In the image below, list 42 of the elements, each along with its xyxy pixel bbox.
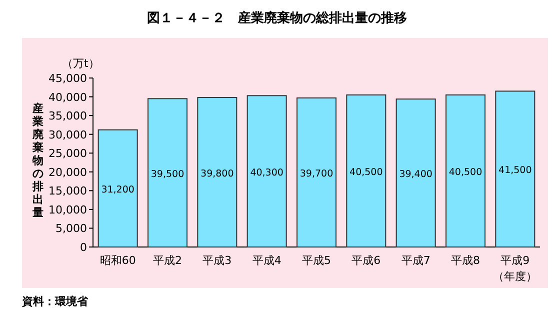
x-tick-label: 平成3 — [202, 254, 232, 267]
text: （万t） — [62, 57, 100, 70]
y-tick-label: 45,000 — [48, 72, 87, 85]
bar — [197, 97, 238, 248]
data-label: 39,700 — [300, 168, 334, 180]
x-tick-label: 平成2 — [153, 254, 182, 267]
text: 資料：環境省 — [21, 295, 89, 308]
x-tick-label: 平成4 — [252, 254, 282, 267]
y-tick-label: 0 — [80, 241, 87, 254]
x-tick-label: 昭和60 — [100, 254, 136, 267]
bar — [246, 95, 287, 248]
bar — [495, 90, 536, 248]
y-tick-label: 30,000 — [48, 128, 87, 142]
data-label: 40,500 — [448, 166, 482, 178]
x-tick-label: 平成5 — [302, 254, 331, 267]
bar — [446, 94, 486, 248]
bar — [148, 98, 188, 248]
data-label: 40,500 — [350, 166, 383, 178]
bar — [346, 94, 386, 248]
y-tick-label: 20,000 — [48, 166, 87, 179]
data-label: 39,800 — [200, 168, 234, 180]
y-tick-label: 10,000 — [48, 203, 87, 216]
x-tick-label: 平成7 — [401, 254, 430, 267]
bar — [396, 98, 436, 248]
x-axis-title: （年度） — [493, 270, 538, 283]
text: 産業廃棄物の排出量 — [32, 102, 44, 219]
x-tick-label: 平成8 — [451, 254, 480, 267]
data-label: 41,500 — [498, 165, 532, 176]
data-label: 39,500 — [150, 168, 184, 180]
y-tick-label: 5,000 — [56, 222, 87, 236]
chart-title: 図１－４－２ 産業廃棄物の総排出量の推移 — [147, 10, 407, 26]
bar — [98, 129, 138, 248]
x-tick-label: 平成6 — [352, 254, 381, 267]
data-label: 40,300 — [250, 167, 284, 178]
data-label: 31,200 — [101, 184, 134, 196]
y-tick-label: 40,000 — [48, 90, 87, 104]
x-tick-label: 平成9 — [500, 254, 530, 267]
data-label: 39,400 — [399, 169, 432, 180]
y-tick-label: 25,000 — [48, 147, 87, 160]
y-tick-label: 15,000 — [48, 184, 87, 198]
y-tick-label: 35,000 — [48, 110, 87, 123]
bar — [296, 97, 336, 248]
